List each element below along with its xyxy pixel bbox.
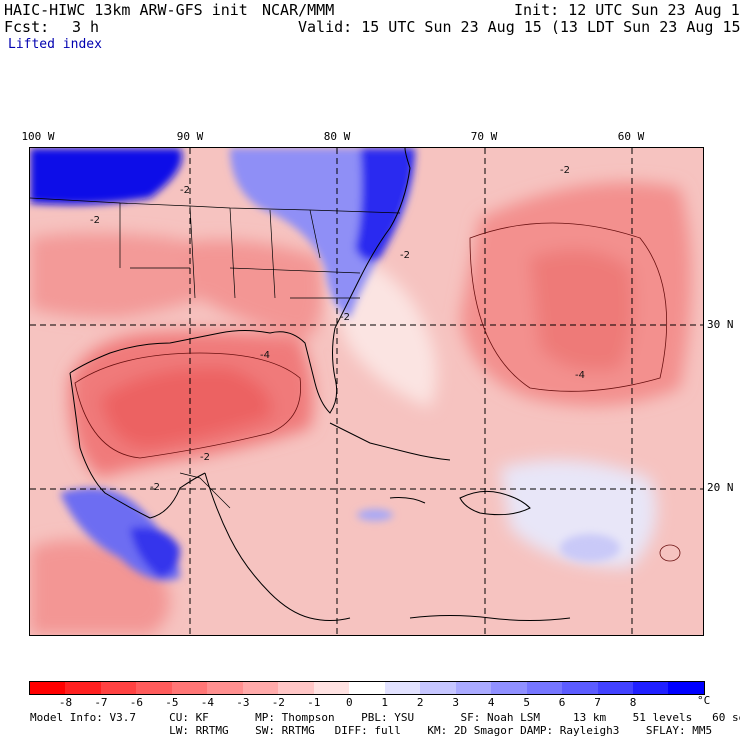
- colorbar-cell: [597, 682, 633, 694]
- colorbar-cell: [65, 682, 101, 694]
- contour-label: -2: [150, 482, 160, 493]
- mexico-coastline: [69, 372, 206, 519]
- caribbean-blue-patch: [357, 509, 393, 521]
- mexico-stable-core: [130, 527, 180, 578]
- lat-label-30n: 30 N: [707, 318, 734, 331]
- lon-label-90w: 90 W: [176, 130, 204, 143]
- colorbar-cell: [420, 682, 456, 694]
- colorbar-cell: [384, 682, 421, 694]
- colorbar-tick-label: 5: [523, 696, 530, 709]
- colorbar-cell: [278, 682, 314, 694]
- colorbar-tick-label: 2: [416, 696, 424, 709]
- forecast-hour: 3 h: [72, 18, 100, 36]
- lon-label-100w: 100 W: [21, 130, 55, 143]
- colorbar-cell: [562, 682, 598, 694]
- colorbar-cell: [313, 682, 350, 694]
- field-name: Lifted index: [8, 37, 102, 52]
- colorbar-tick-label: 7: [594, 696, 601, 709]
- contour-line: [469, 222, 668, 392]
- contour-label: -2: [180, 185, 190, 196]
- caribbean-stable-region: [500, 460, 657, 568]
- contour-label: -2: [560, 165, 570, 176]
- gulf-core-region: [100, 367, 272, 448]
- contour-line: [74, 352, 302, 459]
- central-america-coastline: [204, 472, 351, 621]
- coastlines: [69, 148, 571, 621]
- colorbar-tick-label: 1: [381, 696, 389, 709]
- hispaniola-coastline: [459, 490, 531, 516]
- jamaica-coastline: [389, 497, 426, 504]
- southeast-region: [180, 240, 324, 338]
- atlantic-core-region: [530, 250, 634, 371]
- colorbar-tick-label: -3: [236, 696, 250, 709]
- lon-label-70w: 70 W: [470, 130, 498, 143]
- colorbar-tick-label: 3: [452, 696, 459, 709]
- map-svg: -2 -2 -4 -2 -2 -4 -2 -2 -2: [30, 148, 703, 635]
- colorbar-cell: [30, 682, 66, 694]
- init-time: Init: 12 UTC Sun 23 Aug 15: [514, 1, 740, 19]
- colorbar-tick-label: 6: [558, 696, 566, 709]
- cuba-coastline: [329, 422, 451, 461]
- plains-region: [30, 233, 230, 318]
- lon-label-60w: 60 W: [617, 130, 645, 143]
- contours: [74, 222, 681, 562]
- lon-label-80w: 80 W: [323, 130, 351, 143]
- contour-line: [659, 544, 681, 562]
- carolina-stable-core: [355, 148, 415, 262]
- national-border: [179, 472, 231, 509]
- colorbar-cell: [349, 682, 385, 694]
- colorbar: [29, 681, 705, 695]
- northwest-stable-region: [30, 148, 182, 205]
- contour-label: -2: [90, 215, 100, 226]
- colorbar-tick-label: -5: [165, 696, 179, 709]
- contour-label: -2: [400, 250, 410, 261]
- colorbar-tick-label: -4: [200, 696, 214, 709]
- us-coastline: [69, 148, 411, 414]
- model-info-line1: Model Info: V3.7 CU: KF MP: Thompson PBL…: [30, 711, 740, 724]
- borders: [30, 197, 401, 509]
- colorbar-tick-label: 4: [487, 696, 495, 709]
- colorbar-cell: [100, 682, 137, 694]
- colorbar-cell: [171, 682, 208, 694]
- colorbar-cell: [455, 682, 492, 694]
- forecast-label: Fcst:: [4, 18, 50, 36]
- south-america-coastline: [409, 615, 571, 621]
- colorbar-tick-label: -1: [307, 696, 321, 709]
- graticule: [30, 148, 703, 635]
- contour-label: -2: [340, 312, 350, 323]
- colorbar-cell: [207, 682, 243, 694]
- org-label: NCAR/MMM: [262, 1, 335, 19]
- colorbar-cell: [632, 682, 669, 694]
- colorbar-tick-label: -6: [129, 696, 144, 709]
- colorbar-cell: [668, 682, 704, 694]
- model-info-line2: LW: RRTMG SW: RRTMG DIFF: full KM: 2D Sm…: [30, 724, 713, 737]
- colorbar-cell: [242, 682, 279, 694]
- state-border: [130, 205, 321, 299]
- lifted-index-map: -2 -2 -4 -2 -2 -4 -2 -2 -2: [29, 147, 704, 636]
- model-title: HAIC-HIWC 13km ARW-GFS init: [4, 1, 248, 19]
- caribbean-blue-patch: [560, 534, 620, 562]
- colorbar-unit: °C: [697, 694, 711, 707]
- state-border: [229, 267, 361, 299]
- colorbar-cell: [491, 682, 527, 694]
- lat-label-20n: 20 N: [707, 481, 734, 494]
- colorbar-cell: [526, 682, 563, 694]
- colorbar-tick-label: 0: [345, 696, 353, 709]
- colorbar-tick-label: 8: [629, 696, 637, 709]
- valid-time: Valid: 15 UTC Sun 23 Aug 15 (13 LDT Sun …: [298, 18, 740, 36]
- contour-label: -4: [575, 370, 585, 381]
- colorbar-cell: [136, 682, 172, 694]
- contour-label: -4: [260, 350, 270, 361]
- colorbar-tick-label: -7: [94, 696, 108, 709]
- contour-label: -2: [200, 452, 210, 463]
- colorbar-tick-label: -2: [271, 696, 285, 709]
- colorbar-tick-label: -8: [58, 696, 73, 709]
